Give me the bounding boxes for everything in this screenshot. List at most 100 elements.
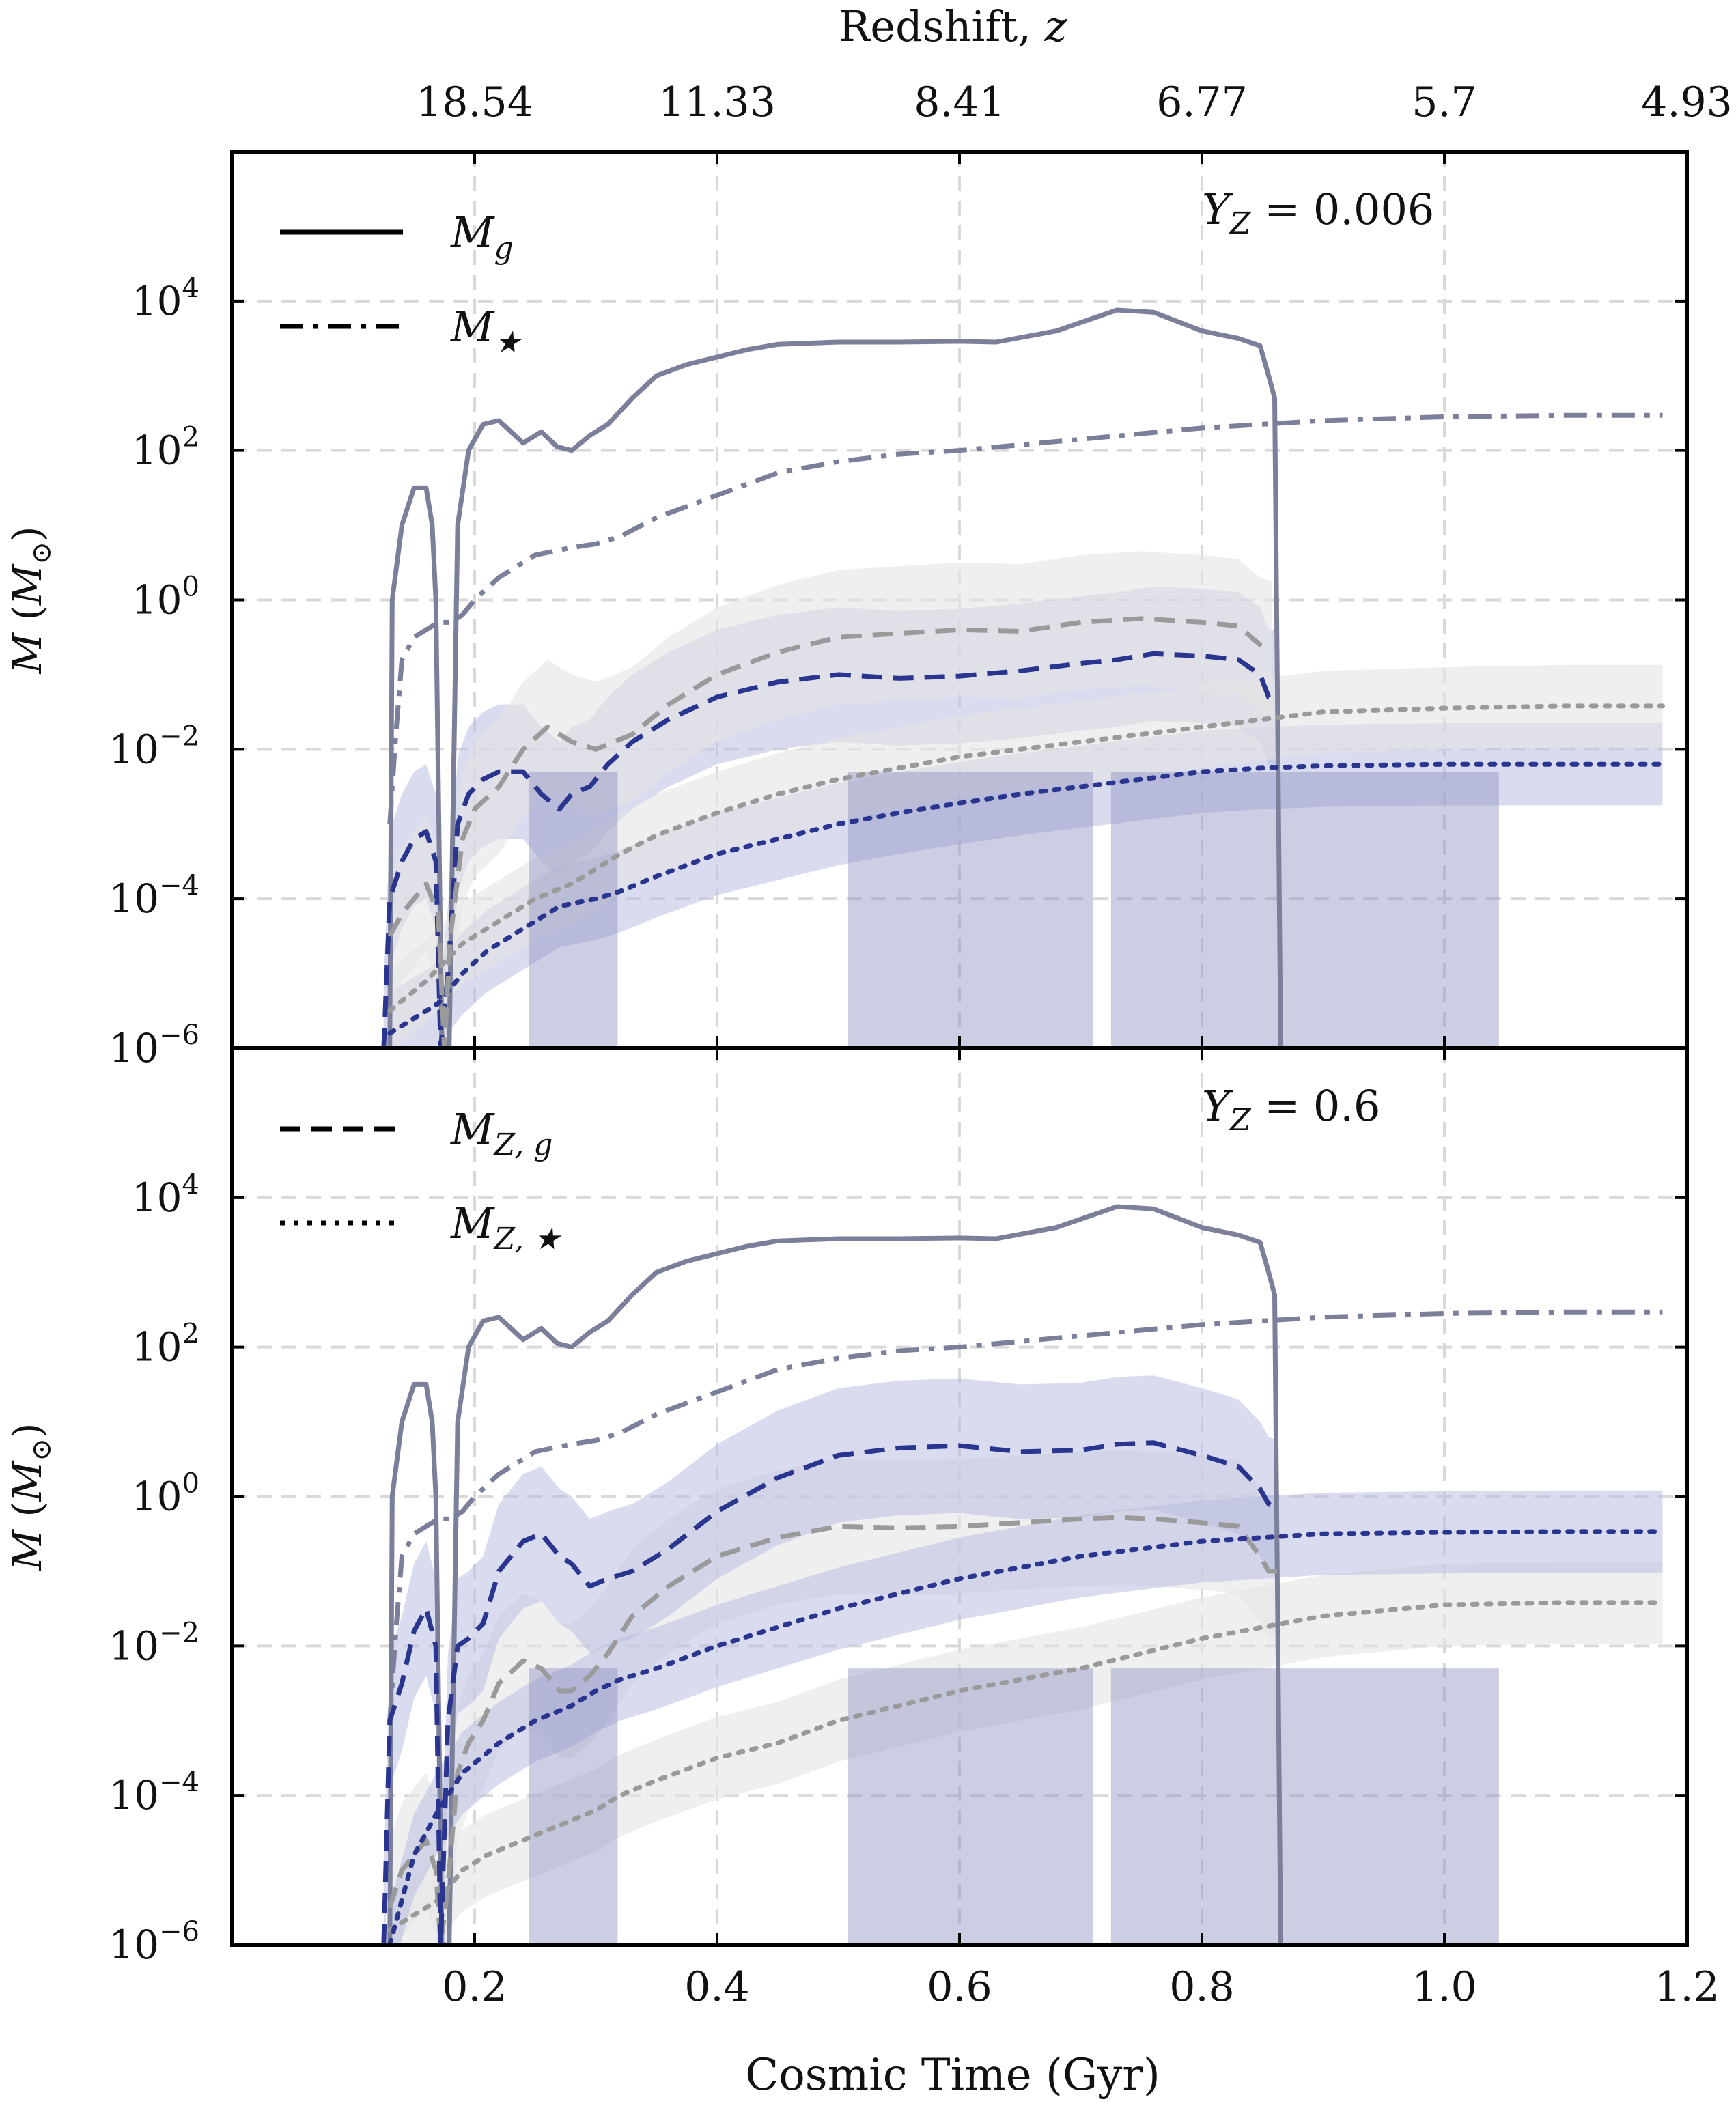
y-tick-exponent: −4 bbox=[159, 1767, 199, 1798]
legend-label: Mg bbox=[450, 208, 514, 266]
x-tick-label: 1.0 bbox=[1412, 1963, 1476, 2011]
panel-label: YZ = 0.6 bbox=[1202, 1081, 1380, 1138]
top-tick-label: 11.33 bbox=[658, 79, 776, 126]
y-tick-label: 10−6 bbox=[109, 1020, 199, 1071]
x-tick-label: 0.2 bbox=[442, 1963, 507, 2011]
x-tick-label: 0.8 bbox=[1169, 1963, 1234, 2011]
top-axis-label-var: z bbox=[1044, 1, 1067, 51]
panel-label-sub: Z bbox=[1229, 1103, 1252, 1138]
shaded-window bbox=[1110, 772, 1499, 1048]
legend-symbol: M bbox=[450, 1198, 495, 1248]
shaded-window bbox=[848, 772, 1093, 1048]
legend-subscript: g bbox=[494, 231, 513, 266]
top-tick-label: 18.54 bbox=[416, 79, 533, 126]
series-line bbox=[381, 1440, 1278, 1945]
y-label-paren: ( bbox=[4, 1502, 51, 1517]
legend-symbol: M bbox=[450, 302, 495, 352]
legend-subscript: Z, ★ bbox=[492, 1222, 562, 1256]
uncertainty-band bbox=[389, 1490, 1663, 1945]
y-tick-base: 10 bbox=[132, 1175, 182, 1221]
shaded-window bbox=[529, 772, 618, 1048]
y-tick-label: 10−4 bbox=[109, 870, 199, 922]
y-tick-base: 10 bbox=[132, 1324, 182, 1371]
top-axis-label-text: Redshift, bbox=[839, 1, 1045, 51]
y-tick-label: 10−2 bbox=[109, 1617, 199, 1669]
series-line bbox=[387, 1515, 1278, 1945]
top-tick-label: 8.41 bbox=[914, 79, 1005, 126]
series-line bbox=[387, 1529, 1665, 1945]
y-label-sun: ⊙ bbox=[26, 542, 57, 565]
y-tick-base: 10 bbox=[109, 1772, 159, 1818]
y-label-close: ) bbox=[4, 526, 51, 542]
series-line bbox=[387, 412, 1663, 824]
y-tick-base: 10 bbox=[132, 1474, 182, 1520]
series-line bbox=[387, 307, 1283, 1048]
y-tick-exponent: 4 bbox=[182, 1169, 199, 1200]
top-axis-label: Redshift, z bbox=[839, 1, 1067, 51]
panel-label-symbol: Y bbox=[1202, 1081, 1233, 1131]
y-tick-exponent: 0 bbox=[182, 1468, 199, 1500]
y-tick-label: 102 bbox=[132, 1319, 199, 1371]
series-line bbox=[387, 761, 1665, 1036]
y-tick-exponent: 4 bbox=[182, 272, 199, 304]
plot-area bbox=[232, 152, 1687, 1048]
series-line bbox=[387, 703, 1665, 1013]
y-tick-label: 10−4 bbox=[109, 1767, 199, 1818]
x-tick-label: 0.4 bbox=[684, 1963, 749, 2011]
legend: MZ, gMZ, ★ bbox=[280, 1104, 562, 1256]
y-tick-base: 10 bbox=[109, 875, 159, 922]
y-tick-label: 104 bbox=[132, 272, 199, 324]
y-tick-exponent: 2 bbox=[182, 422, 199, 453]
y-label-symbol: M bbox=[4, 1517, 51, 1571]
series-line bbox=[387, 1204, 1283, 1945]
series-line bbox=[387, 616, 1273, 1048]
y-label-sun: ⊙ bbox=[26, 1438, 57, 1461]
y-axis-label: M (M⊙) bbox=[4, 526, 57, 674]
x-axis-label: Cosmic Time (Gyr) bbox=[745, 2050, 1160, 2100]
legend-label: M★ bbox=[450, 302, 522, 360]
x-tick-label: 1.2 bbox=[1654, 1963, 1719, 2011]
top-tick-label: 5.7 bbox=[1412, 79, 1476, 126]
series-line bbox=[387, 1309, 1663, 1721]
y-tick-base: 10 bbox=[132, 577, 182, 623]
shaded-window bbox=[1110, 1668, 1499, 1945]
y-tick-exponent: 0 bbox=[182, 572, 199, 603]
uncertainty-band bbox=[389, 551, 1272, 1048]
top-tick-label: 4.93 bbox=[1641, 79, 1733, 126]
y-tick-base: 10 bbox=[132, 427, 182, 474]
y-tick-base: 10 bbox=[109, 726, 159, 772]
uncertainty-band bbox=[389, 1561, 1663, 1945]
legend-label: MZ, g bbox=[450, 1104, 552, 1162]
y-tick-exponent: −6 bbox=[159, 1916, 199, 1948]
y-tick-label: 100 bbox=[132, 1468, 199, 1520]
panel-label-value: = 0.006 bbox=[1251, 184, 1435, 234]
panel-label-symbol: Y bbox=[1202, 184, 1233, 234]
y-label-paren: ( bbox=[4, 605, 51, 621]
panel-label: YZ = 0.006 bbox=[1202, 184, 1434, 241]
y-tick-label: 104 bbox=[132, 1169, 199, 1221]
y-tick-label: 102 bbox=[132, 422, 199, 474]
series-line bbox=[387, 1600, 1665, 1933]
y-label-unit: M bbox=[4, 1460, 51, 1502]
uncertainty-band bbox=[389, 664, 1663, 1048]
y-tick-base: 10 bbox=[109, 1922, 159, 1968]
legend-subscript: Z, g bbox=[492, 1127, 552, 1162]
y-tick-base: 10 bbox=[109, 1622, 159, 1669]
y-label-close: ) bbox=[4, 1422, 51, 1438]
legend-label: MZ, ★ bbox=[450, 1198, 562, 1256]
panel-label-value: = 0.6 bbox=[1251, 1081, 1381, 1131]
legend-symbol: M bbox=[450, 1104, 495, 1154]
shaded-window bbox=[848, 1668, 1093, 1945]
y-label-symbol: M bbox=[4, 621, 51, 675]
y-tick-exponent: 2 bbox=[182, 1319, 199, 1350]
top-tick-label: 6.77 bbox=[1156, 79, 1248, 126]
legend-symbol: M bbox=[450, 208, 495, 257]
y-tick-exponent: −4 bbox=[159, 870, 199, 901]
x-tick-label: 0.6 bbox=[927, 1963, 992, 2011]
y-tick-label: 100 bbox=[132, 572, 199, 623]
y-tick-base: 10 bbox=[109, 1025, 159, 1071]
y-axis-label: M (M⊙) bbox=[4, 1422, 57, 1571]
